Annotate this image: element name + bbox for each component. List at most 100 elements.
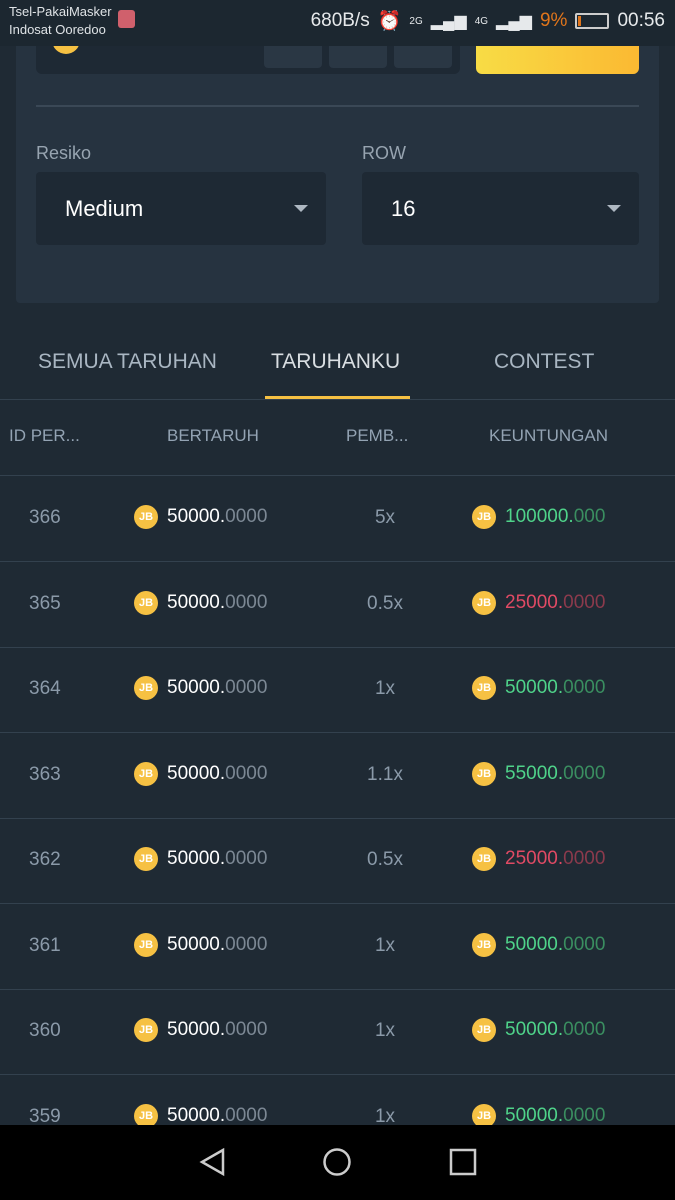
bet-amount: JB 50000.0000	[134, 932, 268, 957]
coin-icon: JB	[134, 932, 158, 957]
multiplier: 1x	[374, 678, 396, 699]
bet-amount: JB 50000.0000	[134, 590, 267, 615]
profit: JB 50000.0000	[472, 932, 606, 957]
row-select[interactable]: 16	[362, 172, 639, 245]
bet-tabs: SEMUA TARUHAN TARUHANKU CONTEST	[0, 330, 675, 400]
back-icon[interactable]	[198, 1147, 228, 1177]
bet-amount: JB 50000.0000	[134, 761, 268, 786]
row-label: ROW	[362, 143, 406, 163]
profit: JB 25000.0000	[472, 847, 605, 871]
profit: JB 50000.0000	[472, 676, 605, 700]
coin-icon: JB	[472, 676, 496, 700]
bet-amount: JB 50000.0000	[134, 505, 267, 529]
bet-id: 360	[29, 1020, 61, 1041]
profit-int: 50000.	[505, 933, 564, 955]
bet-amount: JB 50000.0000	[134, 676, 267, 700]
profit-int: 55000.	[505, 762, 564, 784]
coin-icon: JB	[134, 676, 158, 700]
profit-int: 50000.	[505, 1019, 564, 1040]
bet-dec: 0000	[225, 848, 268, 869]
bet-id: 359	[29, 1105, 61, 1127]
multiplier: 0.5x	[367, 849, 403, 870]
sim-icon	[118, 10, 135, 28]
table-row[interactable]: 361 JB 50000.0000 1x JB 50000.0000	[0, 904, 675, 990]
bet-dec: 0000	[225, 933, 268, 955]
tab-taruhanku[interactable]: TARUHANKU	[271, 350, 401, 373]
bet-id: 364	[29, 678, 61, 699]
profit-dec: 000	[573, 506, 606, 527]
profit-dec: 0000	[563, 933, 606, 955]
profit-int: 100000.	[505, 506, 574, 527]
profit-int: 25000.	[505, 848, 564, 869]
bet-dec: 0000	[225, 506, 268, 527]
header-bet: BERTARUH	[167, 426, 259, 445]
profit-dec: 0000	[563, 591, 606, 613]
bet-int: 50000.	[167, 506, 226, 527]
battery-percent: 9%	[539, 10, 568, 31]
profit-int: 25000.	[505, 591, 564, 613]
profit-dec: 0000	[563, 677, 606, 698]
risk-label: Resiko	[36, 143, 92, 163]
bet-int: 50000.	[167, 848, 226, 869]
coin-icon: JB	[134, 505, 158, 529]
profit: JB 100000.000	[472, 505, 605, 529]
bet-int: 50000.	[167, 762, 226, 784]
tab-contest[interactable]: CONTEST	[494, 350, 595, 373]
bet-id: 363	[29, 763, 61, 785]
android-nav-bar	[0, 1125, 675, 1200]
row-value: 16	[391, 196, 416, 221]
profit: JB 25000.0000	[472, 590, 606, 615]
table-row[interactable]: 364 JB 50000.0000 1x JB 50000.0000	[0, 647, 675, 733]
table-row[interactable]: 360 JB 50000.0000 1x JB 50000.0000	[0, 989, 675, 1075]
carrier-2: Indosat Ooredoo	[9, 22, 106, 37]
coin-icon: JB	[472, 847, 496, 871]
risk-value: Medium	[65, 196, 144, 221]
bet-int: 50000.	[167, 591, 226, 613]
signal-icon: ▂▄▆	[430, 13, 467, 30]
multiplier: 1x	[374, 1020, 396, 1041]
coin-icon: JB	[134, 1018, 158, 1042]
divider	[36, 105, 639, 107]
recents-icon[interactable]	[448, 1147, 478, 1177]
clock: 00:56	[617, 10, 665, 31]
tab-semua-taruhan[interactable]: SEMUA TARUHAN	[38, 350, 217, 373]
bet-dec: 0000	[225, 1019, 268, 1040]
table-row[interactable]: 362 JB 50000.0000 0.5x JB 25000.0000	[0, 818, 675, 904]
profit-int: 50000.	[505, 677, 564, 698]
profit-int: 50000.	[505, 1104, 564, 1126]
dropdown-arrow-icon	[294, 205, 308, 212]
signal-icon: ▂▄▆	[496, 13, 532, 30]
multiplier: 0.5x	[367, 592, 403, 614]
bet-amount: JB 50000.0000	[134, 1103, 268, 1128]
coin-icon: JB	[472, 505, 496, 529]
coin-icon: JB	[472, 761, 496, 786]
coin-icon: JB	[134, 1103, 158, 1128]
profit-dec: 0000	[563, 762, 606, 784]
table-row[interactable]: 365 JB 50000.0000 0.5x JB 25000.0000	[0, 562, 675, 648]
risk-select[interactable]: Medium	[36, 172, 326, 245]
profit-dec: 0000	[563, 848, 606, 869]
header-multiplier: PEMB...	[346, 426, 409, 445]
multiplier: 1x	[374, 1105, 396, 1127]
coin-icon: JB	[134, 847, 158, 871]
bet-int: 50000.	[167, 677, 226, 698]
bet-int: 50000.	[167, 1104, 226, 1126]
bet-dec: 0000	[225, 762, 268, 784]
header-id: ID PER...	[9, 426, 80, 445]
table-row[interactable]: 366 JB 50000.0000 5x JB 100000.000	[0, 476, 675, 562]
alarm-icon: ⏰	[377, 11, 402, 32]
carrier-1: Tsel-PakaiMasker	[9, 4, 112, 19]
signal-2g-icon: 2G	[409, 15, 423, 27]
table-header: ID PER... BERTARUH PEMB... KEUNTUNGAN	[0, 400, 675, 476]
coin-icon: JB	[472, 932, 496, 957]
profit-dec: 0000	[563, 1019, 606, 1040]
profit-dec: 0000	[563, 1104, 606, 1126]
table-row[interactable]: 363 JB 50000.0000 1.1x JB 55000.0000	[0, 733, 675, 819]
bet-amount: JB 50000.0000	[134, 1018, 267, 1042]
bet-dec: 0000	[225, 1104, 268, 1126]
bet-dec: 0000	[225, 677, 268, 698]
profit: JB 55000.0000	[472, 761, 606, 786]
battery-icon	[575, 13, 610, 29]
home-icon[interactable]	[322, 1147, 352, 1177]
coin-icon: JB	[472, 1103, 496, 1128]
